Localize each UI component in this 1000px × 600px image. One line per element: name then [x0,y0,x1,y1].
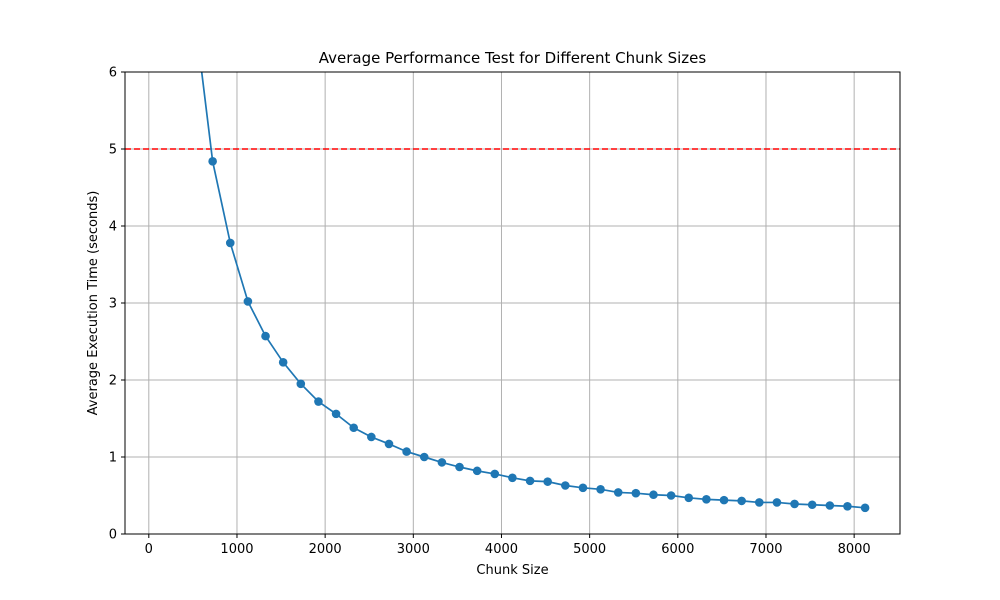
data-point [331,409,341,419]
data-point [225,238,235,248]
chart-title: Average Performance Test for Different C… [319,49,707,67]
data-point [825,501,835,510]
data-point [666,491,676,500]
data-point [367,432,376,442]
data-point [649,490,658,500]
data-point [596,485,605,494]
data-point [754,498,764,507]
y-tick-label: 0 [109,528,117,543]
data-point [807,500,817,510]
data-point [508,473,517,483]
data-point [419,452,429,462]
y-tick-label: 1 [109,451,117,466]
data-point [349,423,359,433]
y-tick-label: 2 [109,374,117,389]
y-tick-label: 6 [109,66,117,81]
x-tick-label: 4000 [485,542,518,557]
x-tick-label: 2000 [309,542,342,557]
data-point [613,488,623,497]
axis-ticks: 0 1000 2000 3000 4000 5000 6000 7000 8000 0 1 2 3 4 5 6 [109,66,871,558]
data-point [437,458,447,467]
data-point [455,462,464,472]
x-tick-label: 5000 [573,542,606,557]
data-point [490,469,500,479]
series-group [200,72,870,513]
x-tick-label: 7000 [749,542,782,557]
data-point [208,157,217,166]
x-tick-label: 8000 [838,542,871,557]
data-point [384,439,394,449]
y-tick-label: 3 [109,297,117,312]
x-tick-label: 0 [145,542,153,557]
data-point [402,447,411,456]
x-tick-label: 3000 [397,542,430,557]
data-point [261,331,270,341]
data-point [472,466,482,476]
data-point [631,488,641,498]
x-tick-label: 1000 [220,542,253,557]
data-point [243,297,253,306]
data-point [578,483,588,493]
x-axis-label: Chunk Size [476,563,548,578]
x-tick-label: 6000 [661,542,694,557]
y-tick-label: 4 [109,220,117,235]
data-point [737,496,746,506]
data-point [719,495,729,505]
data-point [772,498,782,507]
grid-lines [125,71,900,535]
data-point [561,481,570,490]
data-point [278,357,288,367]
data-point [314,397,323,406]
data-point [860,503,870,513]
data-point [702,495,711,504]
data-point [296,379,306,389]
data-point [843,501,852,511]
data-point [790,499,799,509]
data-point [684,493,694,503]
data-point [543,477,552,486]
data-point [525,476,535,486]
y-axis-label: Average Execution Time (seconds) [86,191,101,416]
y-tick-label: 5 [109,143,117,158]
